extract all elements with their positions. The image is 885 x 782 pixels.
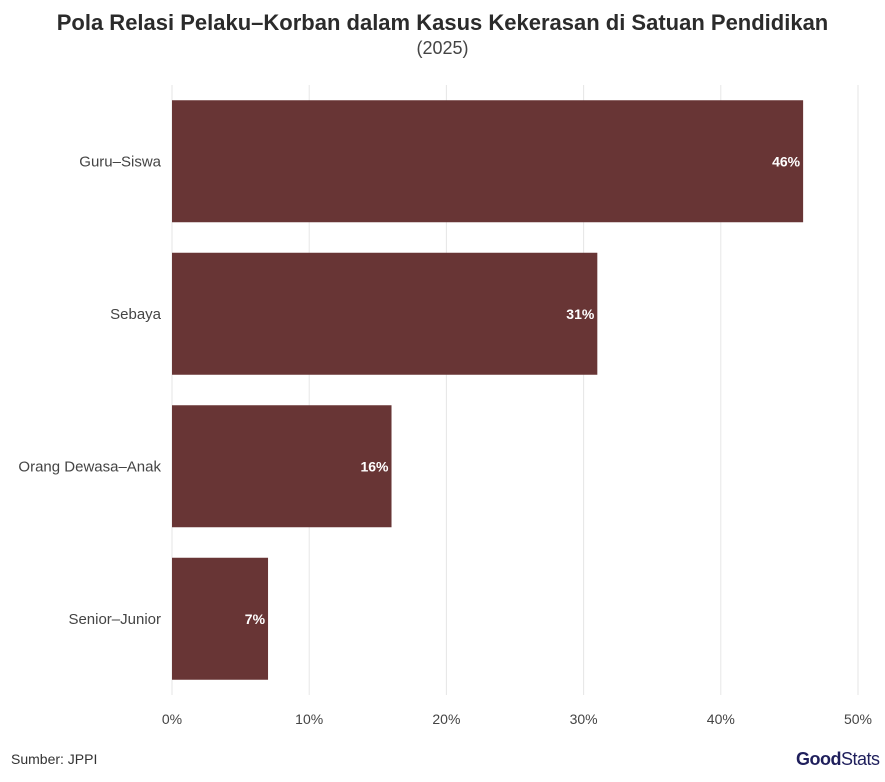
x-tick-label-4: 40%: [707, 711, 735, 727]
x-tick-labels: 0% 10% 20% 30% 40% 50%: [162, 711, 872, 727]
goodstats-logo: GoodStats: [796, 749, 880, 770]
data-label-1: 31%: [566, 306, 595, 322]
category-labels: Guru–Siswa Sebaya Orang Dewasa–Anak Senior–…: [18, 153, 161, 628]
data-label-3: 7%: [245, 611, 266, 627]
category-label-1: Sebaya: [110, 306, 162, 323]
data-label-0: 46%: [772, 153, 801, 169]
x-tick-label-0: 0%: [162, 711, 182, 727]
logo-stats-text: Stats: [841, 749, 880, 769]
source-note: Sumber: JPPI: [11, 751, 98, 767]
bar-0: [172, 100, 804, 223]
logo-good-text: Good: [796, 749, 842, 769]
data-labels: 46% 31% 16% 7%: [245, 153, 801, 627]
x-tick-label-3: 30%: [570, 711, 598, 727]
category-label-3: Senior–Junior: [68, 611, 161, 628]
bar-2: [172, 405, 392, 528]
x-tick-label-5: 50%: [844, 711, 872, 727]
chart-subtitle: (2025): [416, 38, 469, 58]
chart-title: Pola Relasi Pelaku–Korban dalam Kasus Ke…: [56, 10, 829, 35]
bar-3: [172, 557, 269, 680]
bar-1: [172, 252, 598, 375]
category-label-0: Guru–Siswa: [79, 153, 161, 170]
bars: [172, 100, 804, 680]
category-label-2: Orang Dewasa–Anak: [18, 458, 161, 475]
data-label-2: 16%: [360, 458, 389, 474]
x-tick-label-2: 20%: [432, 711, 460, 727]
x-tick-label-1: 10%: [295, 711, 323, 727]
